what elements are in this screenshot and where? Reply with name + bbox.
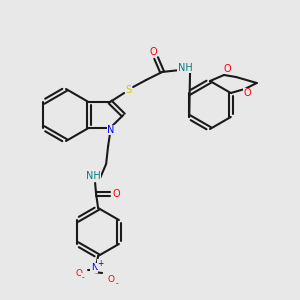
Text: O: O <box>108 274 115 284</box>
Text: NH: NH <box>178 63 193 73</box>
Text: O: O <box>112 189 120 199</box>
Text: O: O <box>76 268 82 278</box>
Text: NH: NH <box>86 171 101 181</box>
Text: N: N <box>91 263 98 272</box>
Text: O: O <box>223 64 231 74</box>
Text: -: - <box>116 280 118 289</box>
Text: N: N <box>107 125 115 135</box>
Text: O: O <box>149 47 157 57</box>
Text: -: - <box>82 274 85 283</box>
Text: O: O <box>244 88 252 98</box>
Text: S: S <box>125 85 131 95</box>
Text: +: + <box>97 260 103 268</box>
